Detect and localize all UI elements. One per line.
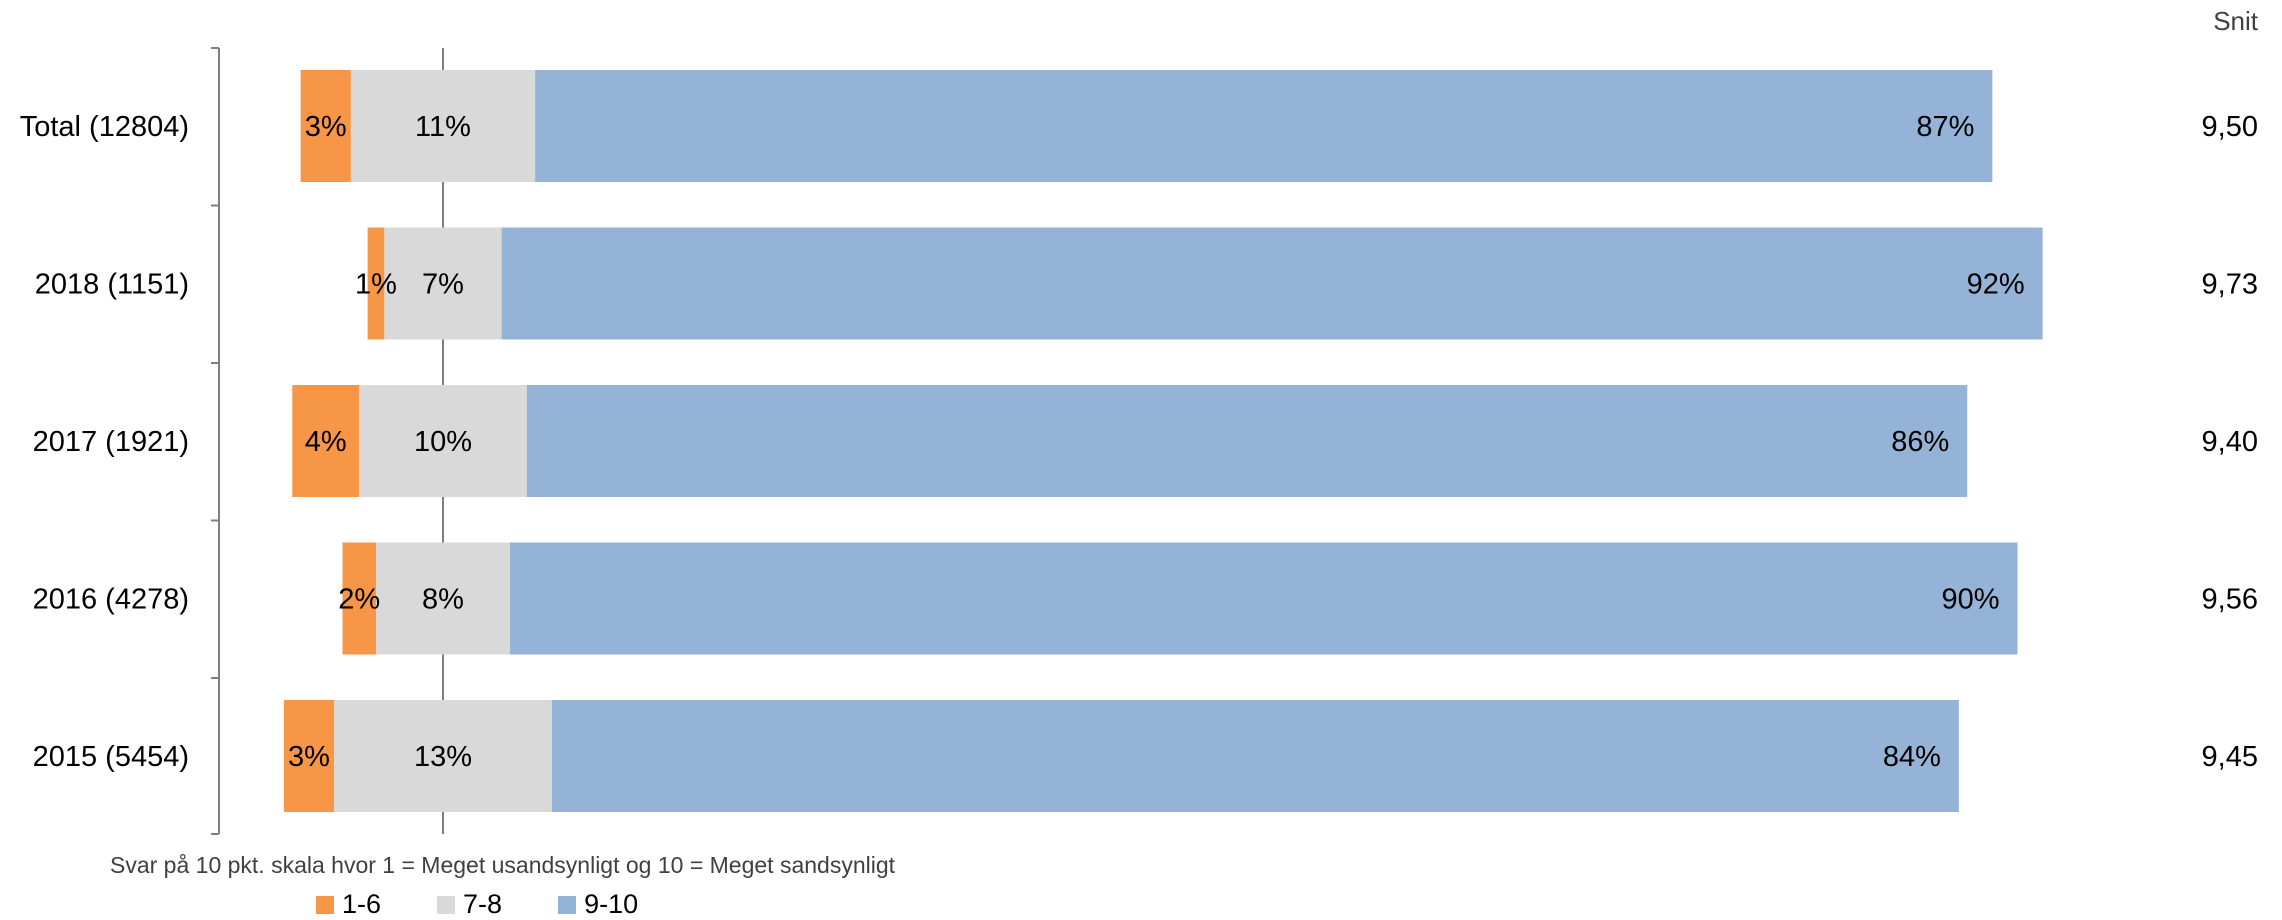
- snit-value: 9,73: [2202, 269, 2258, 301]
- data-label-9-10: 92%: [1967, 269, 2025, 301]
- bars-layer: [283, 70, 2043, 812]
- bar-segment-7-8: [334, 700, 552, 812]
- snit-value: 9,45: [2202, 741, 2258, 773]
- legend: 1-6 7-8 9-10: [316, 889, 694, 920]
- bar-segment-9-10: [551, 700, 1959, 812]
- data-label-7-8: 10%: [414, 426, 472, 458]
- bar-segment-7-8: [359, 385, 527, 497]
- legend-swatch-1-6: [316, 895, 334, 914]
- data-label-9-10: 84%: [1883, 741, 1941, 773]
- bar-segment-9-10: [501, 227, 2043, 340]
- data-label-1-6: 3%: [305, 111, 347, 143]
- data-label-1-6: 2%: [338, 584, 380, 616]
- legend-item-9-10: 9-10: [558, 889, 638, 920]
- snit-value: 9,50: [2202, 111, 2258, 143]
- legend-label-1-6: 1-6: [342, 889, 382, 919]
- labels-layer: Snit 3% 11% 87% Total (12804) 9,50 1% 7% 92% 2018…: [20, 6, 2259, 773]
- bar-segment-1-6: [342, 542, 376, 655]
- legend-label-7-8: 7-8: [463, 889, 503, 919]
- bar-segment-1-6: [292, 385, 360, 497]
- category-label: 2015 (5454): [33, 741, 189, 773]
- bar-segment-9-10: [510, 542, 2018, 655]
- data-label-7-8: 11%: [415, 111, 471, 143]
- snit-value: 9,56: [2202, 584, 2258, 616]
- data-label-7-8: 7%: [422, 269, 464, 301]
- data-label-1-6: 3%: [288, 741, 330, 773]
- bar-segment-7-8: [350, 70, 536, 182]
- bar-segment-1-6: [300, 70, 351, 182]
- data-label-9-10: 86%: [1891, 426, 1949, 458]
- bar-segment-9-10: [535, 70, 1993, 182]
- snit-header: Snit: [2213, 6, 2259, 36]
- bar-segment-9-10: [526, 385, 1968, 497]
- data-label-7-8: 8%: [422, 584, 464, 616]
- legend-swatch-7-8: [437, 895, 456, 914]
- legend-swatch-9-10: [558, 895, 577, 914]
- data-label-9-10: 90%: [1941, 584, 1999, 616]
- category-label: Total (12804): [20, 111, 189, 143]
- snit-value: 9,40: [2202, 426, 2258, 458]
- category-label: 2017 (1921): [33, 426, 189, 458]
- data-label-1-6: 4%: [305, 426, 347, 458]
- legend-item-7-8: 7-8: [437, 889, 502, 920]
- bar-segment-1-6: [283, 700, 335, 812]
- category-label: 2016 (4278): [33, 584, 189, 616]
- data-label-1-6: 1%: [355, 269, 397, 301]
- legend-item-1-6: 1-6: [316, 889, 381, 920]
- category-label: 2018 (1151): [35, 269, 189, 301]
- data-label-7-8: 13%: [414, 741, 472, 773]
- bar-segment-7-8: [384, 227, 502, 340]
- legend-label-9-10: 9-10: [584, 889, 639, 919]
- bar-segment-1-6: [367, 227, 385, 340]
- bar-segment-7-8: [376, 542, 510, 655]
- data-label-9-10: 87%: [1916, 111, 1974, 143]
- scale-note: Svar på 10 pkt. skala hvor 1 = Meget usa…: [110, 852, 896, 878]
